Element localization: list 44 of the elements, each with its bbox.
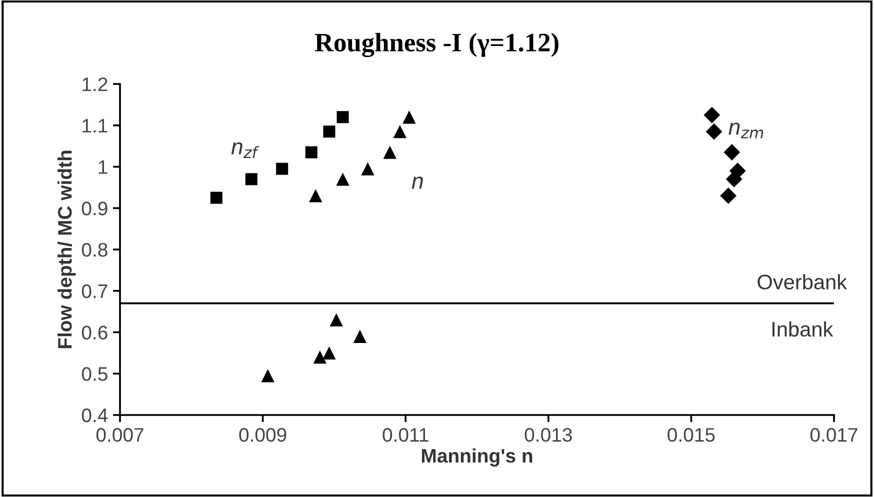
point: [393, 124, 406, 138]
x-tick-label: 0.017: [810, 428, 858, 442]
point: [323, 126, 336, 138]
point: [336, 111, 349, 124]
x-tick-label: 0.007: [96, 428, 144, 442]
point: [336, 172, 350, 186]
y-tick-label: 0.8: [82, 242, 108, 257]
point: [309, 189, 322, 202]
series-label: n: [412, 176, 423, 189]
y-tick-label: 0.7: [82, 284, 108, 298]
point: [313, 350, 327, 364]
point: [276, 162, 288, 175]
y-tick-label: 1: [98, 160, 108, 174]
y-tick-label: 0.9: [82, 202, 108, 216]
point: [305, 146, 318, 158]
series-label: n$_{zf}$: [231, 142, 260, 158]
point: [720, 187, 737, 204]
y-tick-label: 0.4: [82, 408, 108, 422]
point: [706, 123, 722, 140]
annotation: Overbank: [758, 274, 848, 290]
point: [330, 313, 343, 326]
x-tick-label: 0.009: [239, 428, 286, 442]
chart-title: Roughness -I (γ=1.12): [314, 32, 558, 58]
y-axis-title: Flow depth/ MC width: [57, 150, 76, 348]
series-label: n$_{zm}$: [728, 122, 764, 138]
point: [261, 369, 274, 382]
point: [245, 173, 258, 186]
x-axis-title: Manning's n: [422, 448, 532, 467]
point: [353, 330, 366, 343]
point: [383, 146, 396, 159]
x-tick-label: 0.011: [382, 428, 428, 442]
point: [704, 106, 720, 124]
point: [724, 144, 740, 160]
point: [402, 110, 416, 124]
y-tick-label: 0.6: [82, 326, 108, 340]
x-tick-label: 0.015: [668, 428, 715, 442]
point: [322, 346, 336, 360]
point: [210, 192, 222, 204]
y-tick-label: 1.1: [82, 119, 108, 132]
y-tick-label: 1.2: [82, 77, 108, 92]
point: [361, 162, 374, 176]
x-tick-label: 0.013: [524, 428, 572, 442]
y-tick-label: 0.5: [82, 367, 108, 381]
annotation: Inbank: [772, 321, 834, 337]
